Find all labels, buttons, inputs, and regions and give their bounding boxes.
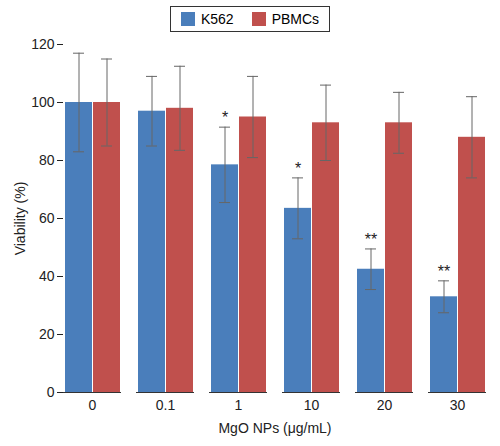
svg-text:*: * — [295, 160, 301, 177]
svg-text:30: 30 — [450, 397, 466, 413]
svg-text:60: 60 — [39, 210, 55, 226]
svg-text:10: 10 — [304, 397, 320, 413]
svg-text:**: ** — [438, 263, 450, 280]
svg-text:80: 80 — [39, 152, 55, 168]
svg-text:0: 0 — [89, 397, 97, 413]
svg-text:Viability (%): Viability (%) — [12, 182, 28, 256]
svg-text:100: 100 — [31, 94, 55, 110]
svg-text:20: 20 — [377, 397, 393, 413]
svg-text:0: 0 — [47, 384, 55, 400]
html-text:K562: K562 — [200, 11, 234, 27]
svg-text:1: 1 — [235, 397, 243, 413]
svg-text:**: ** — [365, 231, 377, 248]
svg-text:*: * — [222, 109, 228, 126]
html-text:PBMCs: PBMCs — [271, 11, 320, 27]
svg-text:20: 20 — [39, 326, 55, 342]
svg-text:120: 120 — [31, 36, 55, 52]
svg-text:40: 40 — [39, 268, 55, 284]
svg-text:MgO NPs (μg/mL): MgO NPs (μg/mL) — [218, 420, 331, 436]
svg-text:0.1: 0.1 — [156, 397, 176, 413]
